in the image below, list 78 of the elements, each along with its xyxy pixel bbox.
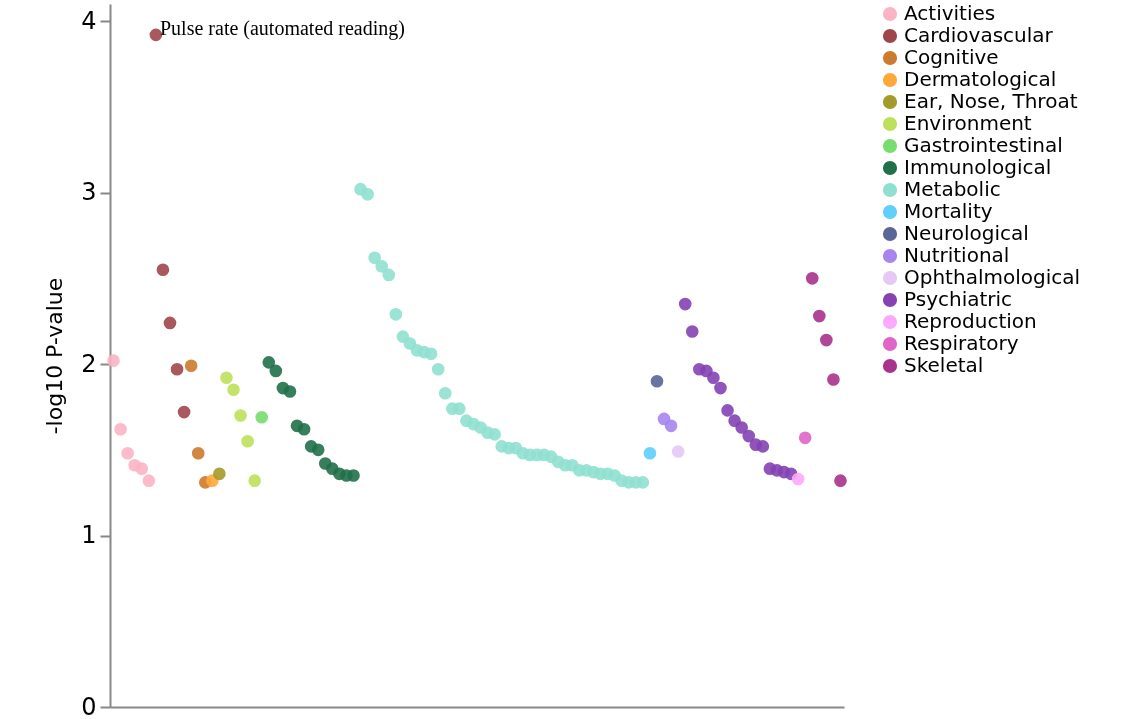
y-axis-title: -log10 P-value	[42, 277, 68, 435]
legend-label: Cardiovascular	[904, 23, 1054, 47]
legend-label: Nutritional	[904, 243, 1010, 267]
legend-label: Psychiatric	[904, 287, 1013, 311]
point	[213, 467, 226, 481]
point	[735, 421, 748, 434]
point	[685, 325, 699, 338]
point	[488, 428, 501, 441]
point	[453, 402, 466, 415]
y-tick-label: 4	[81, 6, 97, 35]
point	[636, 476, 650, 489]
point	[107, 354, 120, 367]
legend-label: Respiratory	[904, 331, 1019, 355]
annotation: Pulse rate (automated reading)	[160, 17, 405, 40]
point	[721, 404, 734, 417]
legend-label: Environment	[904, 111, 1032, 135]
legend-label: Ophthalmological	[904, 265, 1081, 289]
legend-label: Immunological	[904, 155, 1052, 179]
legend-label: Dermatological	[904, 67, 1057, 91]
point	[135, 462, 149, 475]
legend-label: Metabolic	[904, 177, 1001, 201]
point	[283, 385, 297, 398]
legend-label: Reproduction	[904, 309, 1037, 333]
point	[707, 371, 720, 385]
point	[361, 188, 374, 201]
point	[812, 309, 826, 323]
point	[220, 371, 233, 385]
legend-label: Gastrointestinal	[904, 133, 1063, 157]
y-tick-label: 3	[81, 178, 97, 207]
point	[227, 383, 240, 397]
point	[255, 410, 269, 424]
point	[756, 440, 770, 453]
point	[742, 429, 756, 443]
point	[827, 373, 840, 386]
point	[156, 263, 170, 277]
point	[177, 405, 191, 419]
y-tick-label: 2	[81, 349, 97, 378]
point	[820, 333, 833, 347]
point	[791, 472, 805, 486]
point	[805, 272, 819, 285]
point	[121, 446, 134, 460]
point	[269, 364, 283, 378]
point	[650, 374, 664, 388]
point	[262, 356, 276, 369]
point	[241, 434, 254, 448]
y-tick-label: 1	[81, 521, 97, 550]
point	[234, 409, 247, 422]
point	[424, 347, 438, 361]
legend-label: Skeletal	[904, 353, 984, 377]
point	[311, 443, 325, 457]
y-tick-label: 0	[81, 692, 97, 719]
point	[664, 419, 678, 433]
point	[643, 446, 657, 460]
point	[382, 268, 396, 282]
point	[368, 251, 381, 265]
point	[389, 308, 403, 321]
point	[191, 446, 205, 460]
legend-label: Mortality	[904, 199, 993, 223]
point	[347, 469, 360, 482]
point	[678, 297, 692, 311]
point	[163, 316, 177, 330]
point	[170, 362, 184, 376]
point	[714, 381, 727, 395]
point	[834, 474, 847, 487]
legend-label: Ear, Nose, Throat	[904, 89, 1078, 113]
point	[184, 359, 198, 373]
point	[431, 362, 445, 376]
point	[248, 474, 262, 487]
point	[142, 474, 156, 487]
point	[297, 422, 311, 436]
legend-label: Cognitive	[904, 45, 999, 69]
legend-label: Activities	[904, 1, 996, 25]
point	[438, 386, 452, 400]
point	[375, 260, 389, 273]
point	[114, 422, 127, 436]
point	[671, 445, 685, 458]
point	[798, 431, 812, 445]
legend-label: Neurological	[904, 221, 1029, 245]
